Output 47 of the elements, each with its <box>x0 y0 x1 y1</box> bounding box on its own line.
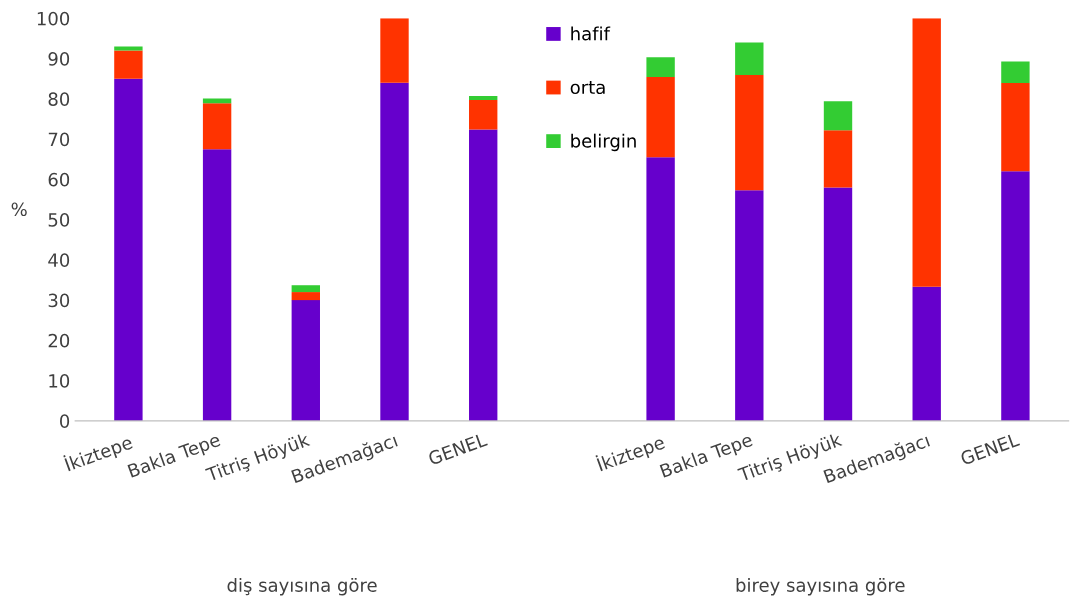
bar <box>823 101 853 131</box>
bar <box>1001 83 1030 172</box>
y-tick-label: 90 <box>48 52 70 66</box>
bar <box>823 130 853 188</box>
y-tick-label: 60 <box>48 172 70 187</box>
bar <box>380 82 409 421</box>
bar <box>735 190 764 421</box>
bar <box>1001 61 1030 84</box>
x-tick-label: GENEL <box>959 432 1021 466</box>
y-tick-label: 10 <box>49 374 70 388</box>
bar <box>646 77 675 158</box>
bar <box>469 129 498 421</box>
bar <box>646 157 675 421</box>
bar <box>1001 171 1030 421</box>
y-tick-label: 80 <box>48 92 70 106</box>
bar <box>735 75 764 191</box>
bar <box>469 96 498 101</box>
y-tick-label: 70 <box>48 132 70 147</box>
y-tick-label: 100 <box>37 11 70 26</box>
y-tick-label: 30 <box>48 293 70 308</box>
bar <box>380 18 409 83</box>
bar <box>202 98 232 104</box>
bar <box>114 50 143 79</box>
bar <box>202 149 232 421</box>
legend-label: orta <box>570 81 605 95</box>
legend-label: belirgin <box>571 133 636 152</box>
y-tick-label: 0 <box>60 414 70 429</box>
bar <box>912 18 941 287</box>
bar <box>202 103 232 150</box>
y-tick-label: 20 <box>48 333 70 348</box>
bar <box>291 292 320 301</box>
bar <box>114 78 143 421</box>
text: diş sayısına göre <box>227 577 377 596</box>
legend-label: hafif <box>571 26 611 41</box>
bar <box>912 286 941 421</box>
text: birey sayısına göre <box>736 577 905 596</box>
bar <box>469 100 498 130</box>
bar <box>291 285 320 293</box>
bar <box>646 57 675 78</box>
bar <box>114 46 143 51</box>
x-tick-label: GENEL <box>427 432 488 466</box>
y-tick-label: 50 <box>48 213 70 227</box>
y-axis-title: % <box>11 202 27 217</box>
bar <box>291 300 320 421</box>
bar <box>735 42 764 76</box>
y-tick-label: 40 <box>48 253 70 267</box>
bar <box>823 187 853 421</box>
